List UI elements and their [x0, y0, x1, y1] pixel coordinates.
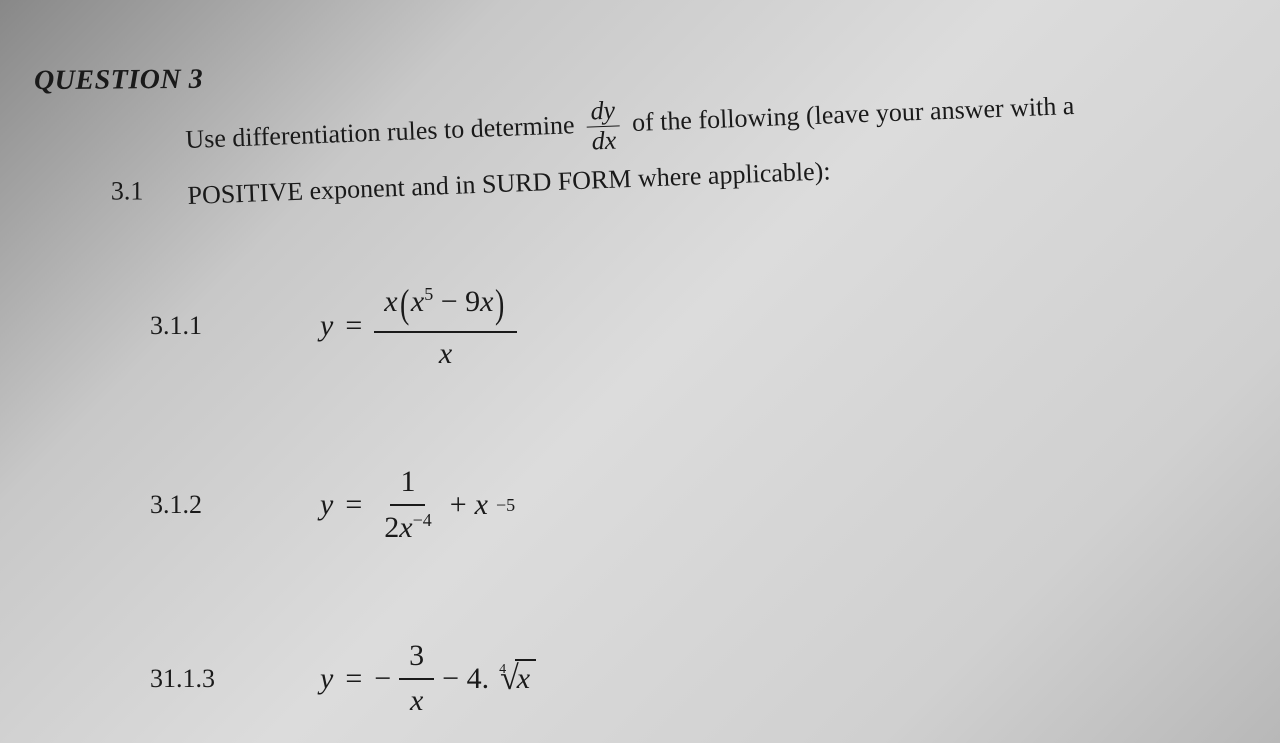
problem-number: 31.1.3 — [150, 664, 240, 694]
equals-sign: = — [345, 662, 362, 696]
negative-sign: − — [374, 662, 391, 696]
fraction-denominator: x — [400, 680, 433, 721]
problems-list: 3.1.1 y = x(x5 − 9x) x 3.1.2 y = 1 — [150, 279, 1220, 721]
exponent-neg5: −5 — [496, 495, 515, 516]
fraction-numerator: 1 — [390, 463, 425, 506]
close-paren: ) — [495, 281, 504, 327]
instruction-part3: POSITIVE exponent and in SURD FORM where… — [187, 157, 831, 211]
problem-3-1-3: 31.1.3 y = − 3 x − 4. 4 √ x — [150, 637, 1220, 720]
fraction-denominator: x — [429, 333, 462, 374]
instruction-part2: of the following (leave your answer with… — [631, 91, 1074, 137]
fraction: 3 x — [399, 637, 434, 720]
exponent-neg4: −4 — [413, 510, 432, 530]
minus-9: − 9 — [433, 285, 480, 318]
problem-3-1-1: 3.1.1 y = x(x5 − 9x) x — [150, 279, 1220, 374]
dy-dx-fraction: dy dx — [586, 96, 621, 155]
fraction-numerator: 3 — [399, 637, 434, 680]
instruction-part1: Use differentiation rules to determine — [185, 110, 575, 154]
section-number: 3.1 — [111, 167, 181, 216]
lhs-y: y — [320, 662, 333, 696]
problem-expression: y = − 3 x − 4. 4 √ x — [320, 637, 536, 720]
problem-expression: y = x(x5 − 9x) x — [320, 279, 517, 374]
dy-dx-denominator: dx — [587, 126, 621, 156]
instruction-text: Use differentiation rules to determine d… — [184, 79, 1077, 221]
coeff-2: 2 — [384, 511, 399, 544]
exponent-5: 5 — [424, 284, 433, 304]
minus-4: − 4. — [442, 662, 489, 696]
fraction: x(x5 − 9x) x — [374, 279, 517, 374]
fourth-root: 4 √ x — [499, 661, 536, 696]
radicand: x — [515, 659, 536, 696]
equals-sign: = — [345, 488, 362, 522]
open-paren: ( — [400, 281, 409, 327]
term-x: x — [475, 488, 488, 522]
term-x: x — [411, 285, 424, 318]
lhs-y: y — [320, 488, 333, 522]
equals-sign: = — [345, 309, 362, 343]
plus-sign: + — [450, 488, 467, 522]
fraction-denominator: 2x−4 — [374, 506, 441, 548]
lhs-y: y — [320, 309, 333, 343]
fraction-numerator: x(x5 − 9x) — [374, 279, 517, 333]
problem-3-1-2: 3.1.2 y = 1 2x−4 + x−5 — [150, 463, 1220, 547]
fraction: 1 2x−4 — [374, 463, 441, 547]
term-x2: x — [480, 285, 493, 318]
problem-number: 3.1.2 — [150, 490, 240, 520]
var-x: x — [399, 511, 412, 544]
worksheet-page: QUESTION 3 3.1 Use differentiation rules… — [0, 0, 1280, 743]
numerator-x: x — [384, 285, 397, 318]
problem-expression: y = 1 2x−4 + x−5 — [320, 463, 515, 547]
problem-number: 3.1.1 — [150, 311, 240, 341]
instruction-block: 3.1 Use differentiation rules to determi… — [108, 73, 1221, 223]
dy-dx-numerator: dy — [586, 96, 620, 127]
